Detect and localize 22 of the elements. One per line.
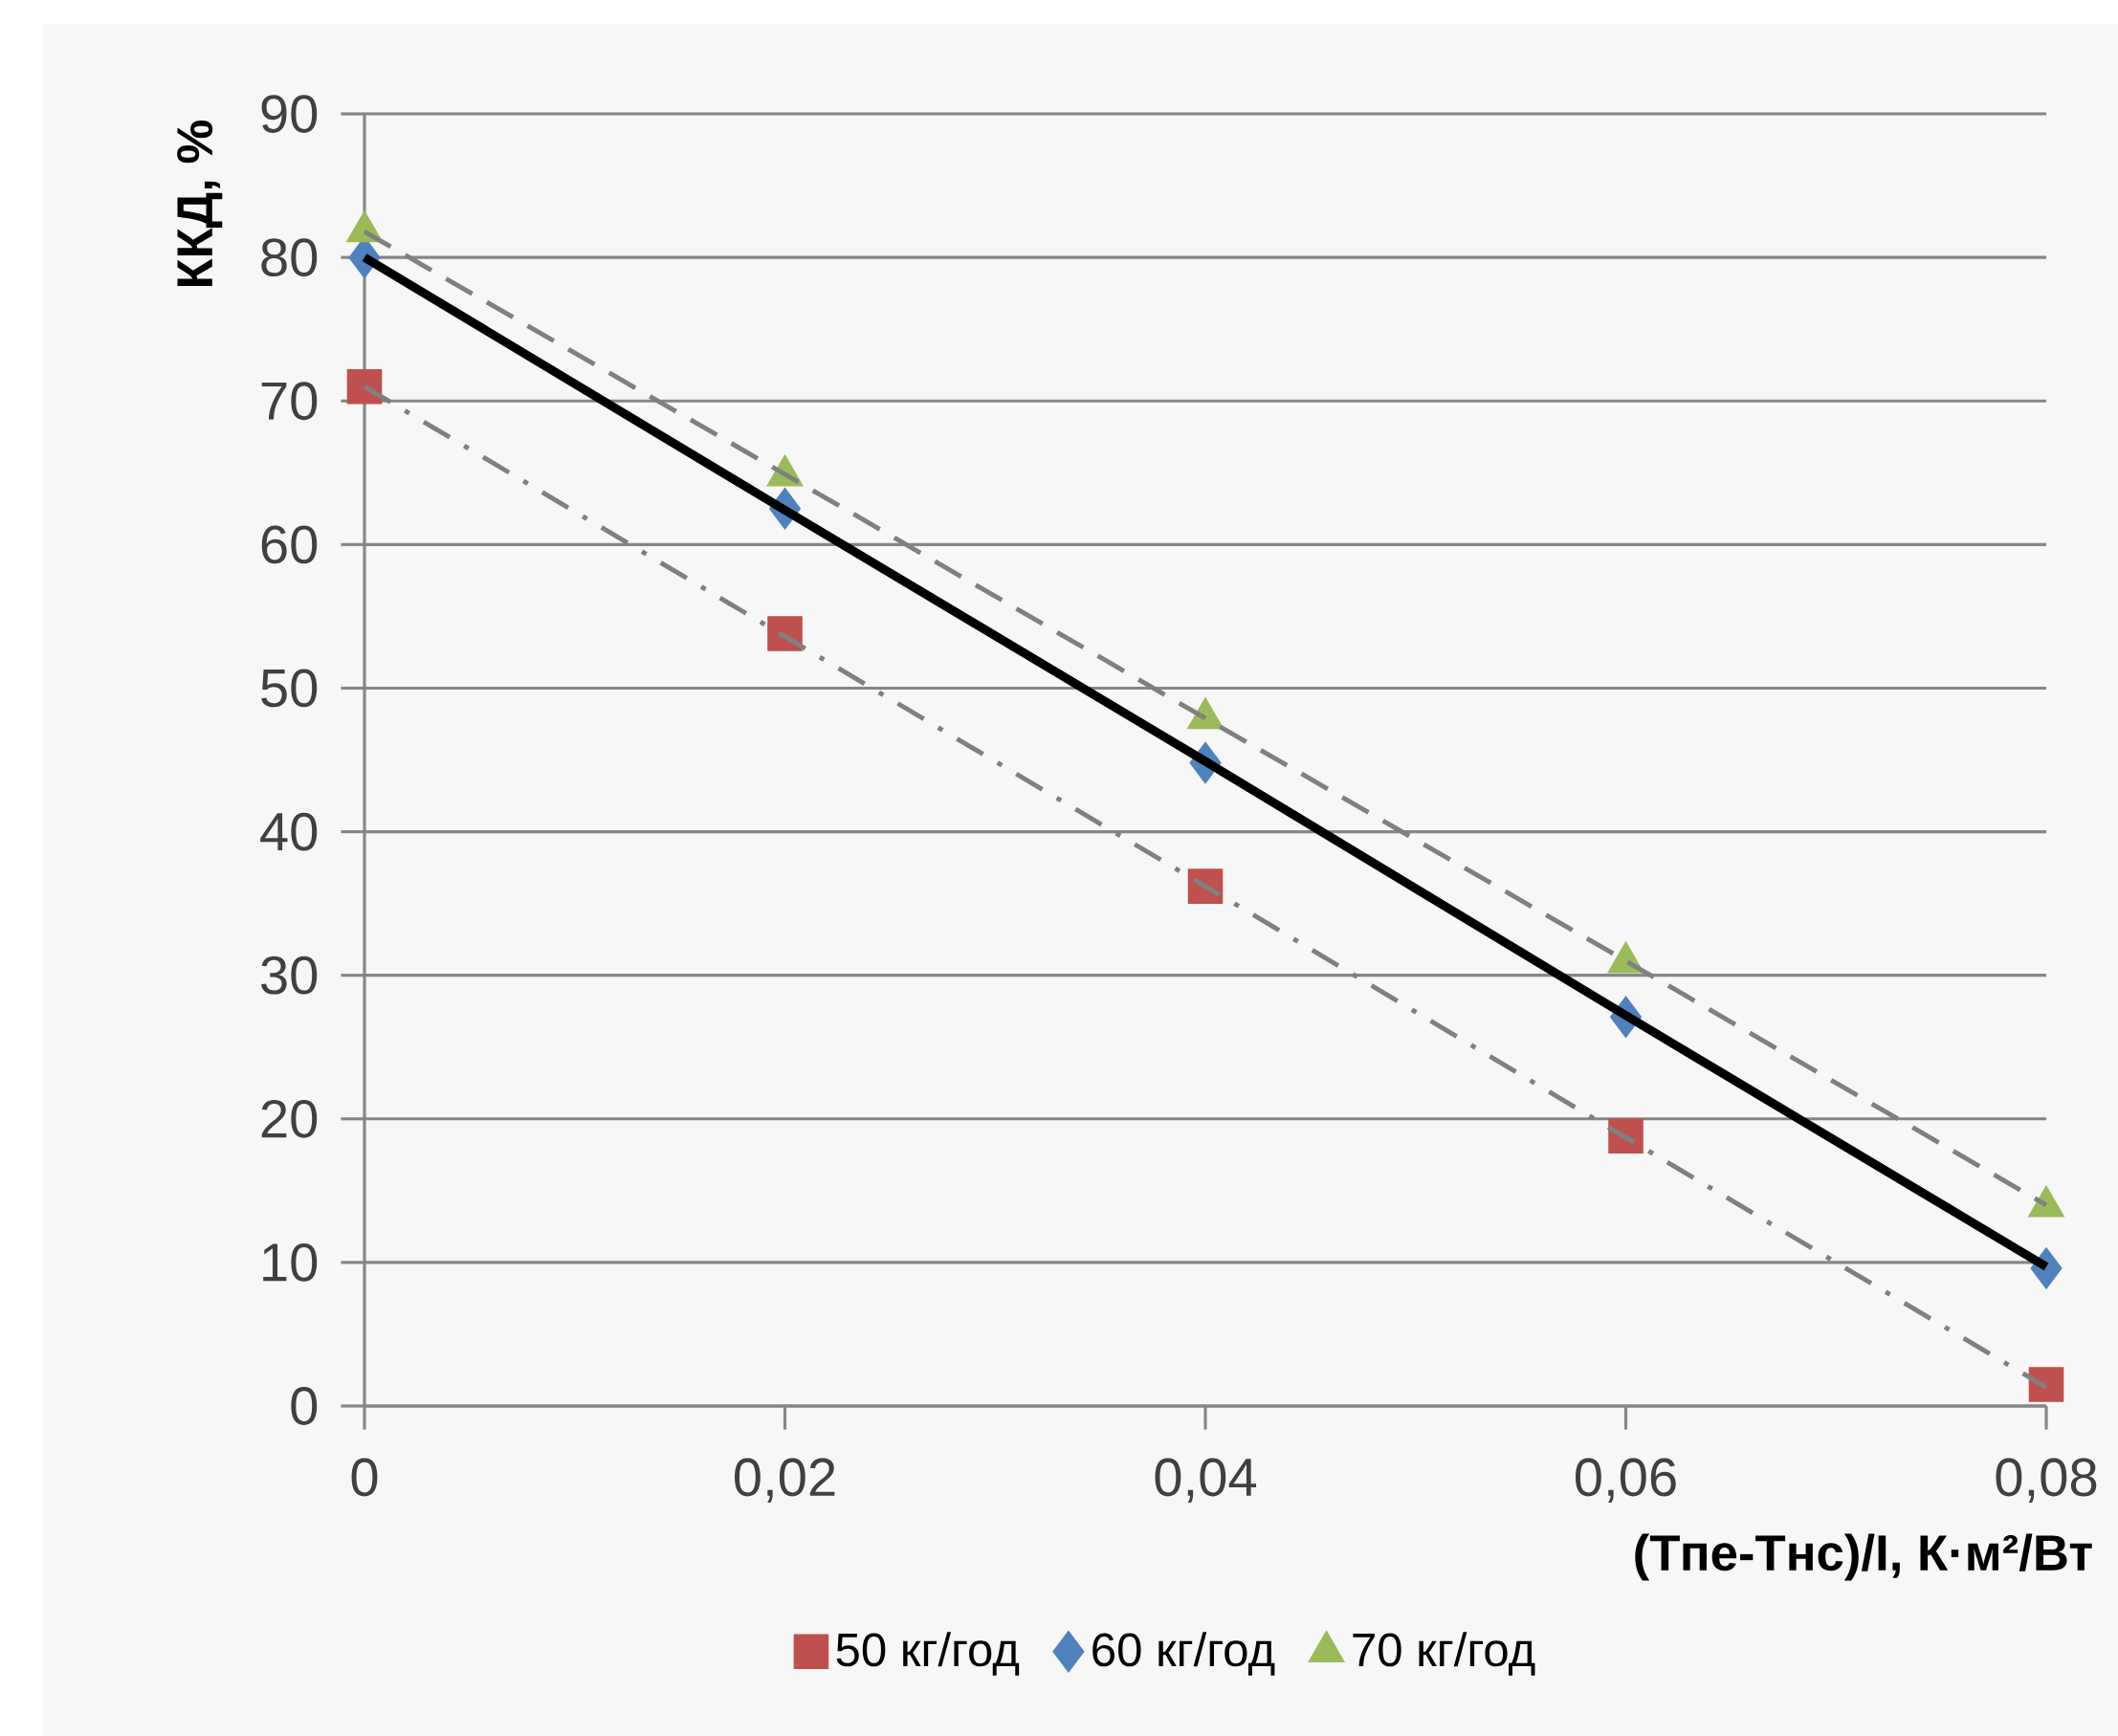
y-tick-label: 30 [261, 956, 318, 995]
y-tick-label: 10 [263, 1243, 318, 1282]
x-axis-title: (Тпе-Тнс)/I, К·м²/Вт [1635, 1533, 2092, 1581]
x-tick-label: 0,04 [1155, 1458, 1257, 1504]
y-tick-label: 90 [261, 95, 318, 133]
y-axis-title: ККД, % [177, 121, 223, 287]
y-tick-label: 0 [291, 1387, 318, 1425]
y-tick-label: 50 [261, 669, 318, 708]
legend-label: 50 кг/год [836, 1632, 1020, 1676]
y-tick-label: 40 [260, 812, 318, 851]
y-tick-label: 80 [261, 238, 318, 277]
x-tick-label: 0 [351, 1458, 378, 1497]
legend-label: 70 кг/год [1353, 1632, 1535, 1676]
y-tick-label: 20 [261, 1099, 318, 1138]
point [346, 368, 383, 405]
legend-label: 60 кг/год [1092, 1632, 1275, 1676]
x-tick-label: 0,08 [1996, 1458, 2097, 1504]
x-tick-label: 0,06 [1575, 1458, 1676, 1504]
x-tick-label: 0,02 [734, 1458, 835, 1504]
y-tick-label: 70 [261, 382, 318, 421]
point [2028, 1367, 2064, 1402]
y-tick-label: 60 [261, 525, 318, 564]
